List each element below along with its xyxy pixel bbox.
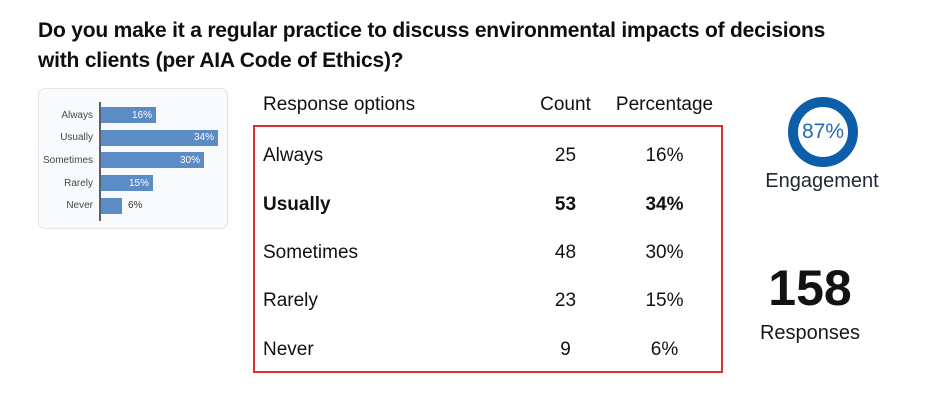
table-row: Sometimes 48 30% (263, 229, 721, 277)
bar-row: Rarely 15% (39, 172, 227, 195)
bar-category-label: Sometimes (42, 154, 93, 166)
bar-category-label: Usually (60, 132, 93, 144)
question-title: Do you make it a regular practice to dis… (38, 19, 826, 72)
row-percentage: 6% (650, 338, 679, 360)
bar-category-label: Never (66, 200, 93, 212)
bar-row: Never 6% (39, 194, 227, 217)
results-table: Always 25 16% Usually 53 34% Sometimes 4… (253, 125, 723, 373)
row-percentage: 34% (645, 193, 684, 215)
header-response-options: Response options (263, 94, 416, 115)
table-row: Never 9 6% (263, 326, 721, 374)
responses-value: 158 (768, 260, 852, 316)
row-label: Never (263, 338, 314, 360)
row-count: 48 (554, 241, 577, 263)
row-label: Rarely (263, 290, 318, 312)
bar-value-label: 34% (193, 132, 214, 144)
bar-value-label: 6% (128, 200, 143, 212)
row-percentage: 15% (645, 290, 684, 312)
table-row: Always 25 16% (263, 132, 721, 180)
row-label: Usually (263, 193, 331, 215)
row-percentage: 16% (645, 145, 684, 167)
engagement-ring: 87% (788, 97, 858, 167)
bar-usually: 34% (101, 129, 218, 146)
responses-label: Responses (759, 322, 861, 344)
bar-sometimes: 30% (101, 152, 204, 169)
bar-always: 16% (101, 107, 156, 124)
bar-value-label: 16% (131, 109, 152, 121)
bar-category-label: Rarely (64, 177, 93, 189)
table-row-emphasized: Usually 53 34% (263, 180, 721, 228)
bar-row: Sometimes 30% (39, 149, 227, 172)
header-percentage: Percentage (615, 94, 714, 115)
row-count: 25 (554, 145, 577, 167)
bar-value-label: 30% (179, 154, 200, 166)
bar-row: Usually 34% (39, 127, 227, 150)
bar-never (101, 197, 122, 214)
bar-category-label: Always (61, 109, 93, 121)
engagement-value: 87% (801, 120, 845, 143)
table-row: Rarely 23 15% (263, 277, 721, 325)
row-percentage: 30% (645, 241, 684, 263)
mini-bar-chart: Always 16% Usually 34% Sometimes 30% Rar… (38, 88, 228, 229)
chart-y-axis (99, 102, 101, 221)
row-count: 23 (554, 290, 577, 312)
row-label: Sometimes (263, 241, 359, 263)
row-label: Always (263, 145, 324, 167)
engagement-label: Engagement (765, 170, 879, 192)
table-header: Response options Count Percentage (263, 92, 721, 118)
bar-rarely: 15% (101, 175, 153, 192)
bar-value-label: 15% (128, 177, 149, 189)
row-count: 9 (560, 338, 571, 360)
header-count: Count (540, 94, 591, 115)
row-count: 53 (554, 193, 577, 215)
bar-row: Always 16% (39, 104, 227, 127)
